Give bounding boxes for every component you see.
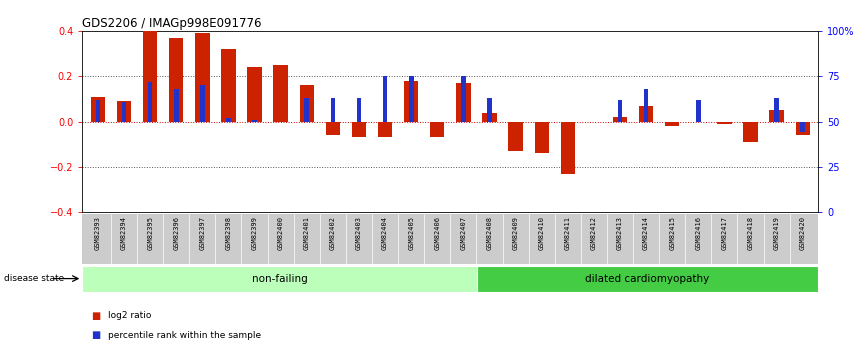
Bar xyxy=(195,33,210,122)
Bar xyxy=(148,82,152,122)
Text: GDS2206 / IMAGp998E091776: GDS2206 / IMAGp998E091776 xyxy=(82,17,262,30)
Text: GSM82415: GSM82415 xyxy=(669,216,675,250)
Text: log2 ratio: log2 ratio xyxy=(108,311,152,320)
Bar xyxy=(487,98,492,122)
Text: GSM82410: GSM82410 xyxy=(539,216,545,250)
Text: GSM82418: GSM82418 xyxy=(747,216,753,250)
Bar xyxy=(482,112,497,122)
Text: ■: ■ xyxy=(91,331,100,340)
Bar xyxy=(461,76,466,122)
Text: GSM82412: GSM82412 xyxy=(591,216,597,250)
Bar xyxy=(769,110,784,122)
Bar xyxy=(717,122,732,124)
Text: GSM82404: GSM82404 xyxy=(382,216,388,250)
Bar xyxy=(409,76,414,122)
Bar xyxy=(534,122,549,153)
Bar xyxy=(274,65,288,122)
Text: GSM82398: GSM82398 xyxy=(225,216,231,250)
Bar xyxy=(508,122,523,151)
Bar xyxy=(560,122,575,174)
Bar xyxy=(796,122,810,135)
Text: GSM82396: GSM82396 xyxy=(173,216,179,250)
Text: non-failing: non-failing xyxy=(251,274,307,284)
Bar xyxy=(696,100,701,122)
Bar xyxy=(143,31,158,122)
Bar xyxy=(169,38,184,122)
Bar xyxy=(378,122,392,137)
Bar xyxy=(456,83,470,122)
Text: percentile rank within the sample: percentile rank within the sample xyxy=(108,331,262,340)
Bar xyxy=(91,97,105,122)
Bar xyxy=(743,122,758,142)
Text: GSM82411: GSM82411 xyxy=(565,216,571,250)
Text: GSM82419: GSM82419 xyxy=(773,216,779,250)
Bar xyxy=(357,98,361,122)
Bar xyxy=(248,67,262,122)
Bar xyxy=(174,89,178,122)
Bar xyxy=(300,86,314,122)
Bar xyxy=(613,117,627,122)
Text: GSM82401: GSM82401 xyxy=(304,216,310,250)
Bar xyxy=(476,266,818,292)
Bar xyxy=(222,49,236,122)
Bar xyxy=(643,89,649,122)
Text: GSM82402: GSM82402 xyxy=(330,216,336,250)
Bar xyxy=(82,266,476,292)
Bar xyxy=(639,106,653,122)
Text: GSM82413: GSM82413 xyxy=(617,216,623,250)
Text: GSM82408: GSM82408 xyxy=(487,216,493,250)
Bar xyxy=(252,120,257,122)
Bar xyxy=(404,81,418,122)
Text: ■: ■ xyxy=(91,311,100,321)
Text: GSM82414: GSM82414 xyxy=(643,216,650,250)
Text: GSM82409: GSM82409 xyxy=(513,216,519,250)
Text: GSM82405: GSM82405 xyxy=(408,216,414,250)
Bar xyxy=(326,122,340,135)
Bar xyxy=(117,101,132,122)
Text: GSM82406: GSM82406 xyxy=(434,216,440,250)
Bar xyxy=(331,98,335,122)
Text: GSM82403: GSM82403 xyxy=(356,216,362,250)
Bar xyxy=(226,118,231,122)
Text: GSM82397: GSM82397 xyxy=(199,216,205,250)
Bar xyxy=(665,122,679,126)
Text: dilated cardiomyopathy: dilated cardiomyopathy xyxy=(585,274,709,284)
Text: GSM82416: GSM82416 xyxy=(695,216,701,250)
Text: GSM82394: GSM82394 xyxy=(121,216,127,250)
Text: disease state: disease state xyxy=(4,274,65,283)
Bar xyxy=(122,102,126,122)
Text: GSM82393: GSM82393 xyxy=(95,216,101,250)
Bar xyxy=(617,100,623,122)
Text: GSM82395: GSM82395 xyxy=(147,216,153,250)
Text: GSM82417: GSM82417 xyxy=(721,216,727,250)
Text: GSM82420: GSM82420 xyxy=(799,216,805,250)
Bar xyxy=(95,100,100,122)
Text: GSM82400: GSM82400 xyxy=(278,216,284,250)
Bar xyxy=(200,85,204,122)
Bar xyxy=(352,122,366,137)
Bar xyxy=(430,122,444,137)
Bar xyxy=(305,98,309,122)
Bar xyxy=(774,98,779,122)
Bar xyxy=(383,76,387,122)
Text: GSM82407: GSM82407 xyxy=(461,216,467,250)
Text: GSM82399: GSM82399 xyxy=(251,216,257,250)
Bar xyxy=(800,122,805,132)
